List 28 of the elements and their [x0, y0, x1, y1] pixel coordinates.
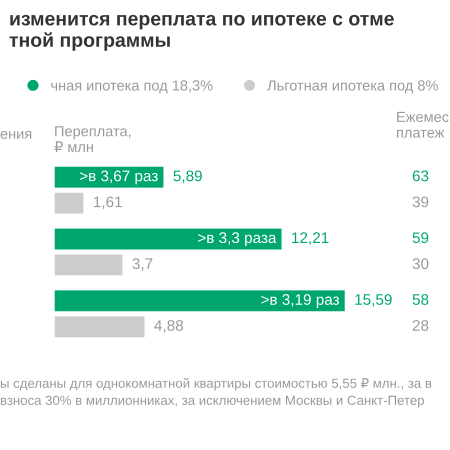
text: 28 [412, 320, 428, 331]
text: 58 [412, 294, 428, 305]
bar [54, 227, 283, 251]
text: Ежемес платеж [397, 112, 449, 138]
bar [54, 289, 346, 313]
legend-label: чная ипотека под 18,3% [51, 80, 213, 94]
text: 39 [412, 196, 428, 208]
data-label: 5,89 [173, 170, 202, 184]
chart-title: изменится переплата по ипотеке с отме тной программы [10, 14, 394, 51]
text: 30 [412, 258, 428, 270]
data-label: 4,88 [154, 320, 184, 333]
bar [54, 165, 165, 190]
bar [54, 191, 85, 215]
text: 59 [412, 232, 428, 244]
legend-label: Льготная ипотека под 8% [267, 80, 438, 94]
x-axis-title: Переплата, ₽ млн [54, 126, 130, 152]
text: 63 [412, 170, 428, 182]
data-label: 1,61 [94, 196, 122, 210]
data-label: 3,7 [132, 258, 152, 271]
annotation: >в 3,3 раза [198, 232, 276, 246]
text: ения [0, 130, 32, 139]
bar [54, 253, 124, 277]
data-label: 15,59 [355, 294, 392, 307]
bar [54, 314, 146, 339]
annotation: >в 3,19 раз [261, 294, 340, 308]
text: ы сделаны для однокомнатной квартиры стоимостью 5,55 ₽ млн., за в взноса 30% в миллионниках, за исключением Москвы и Санкт-Петер [0, 378, 432, 408]
data-label: 12,21 [292, 232, 328, 245]
annotation: >в 3,67 раз [80, 170, 158, 184]
